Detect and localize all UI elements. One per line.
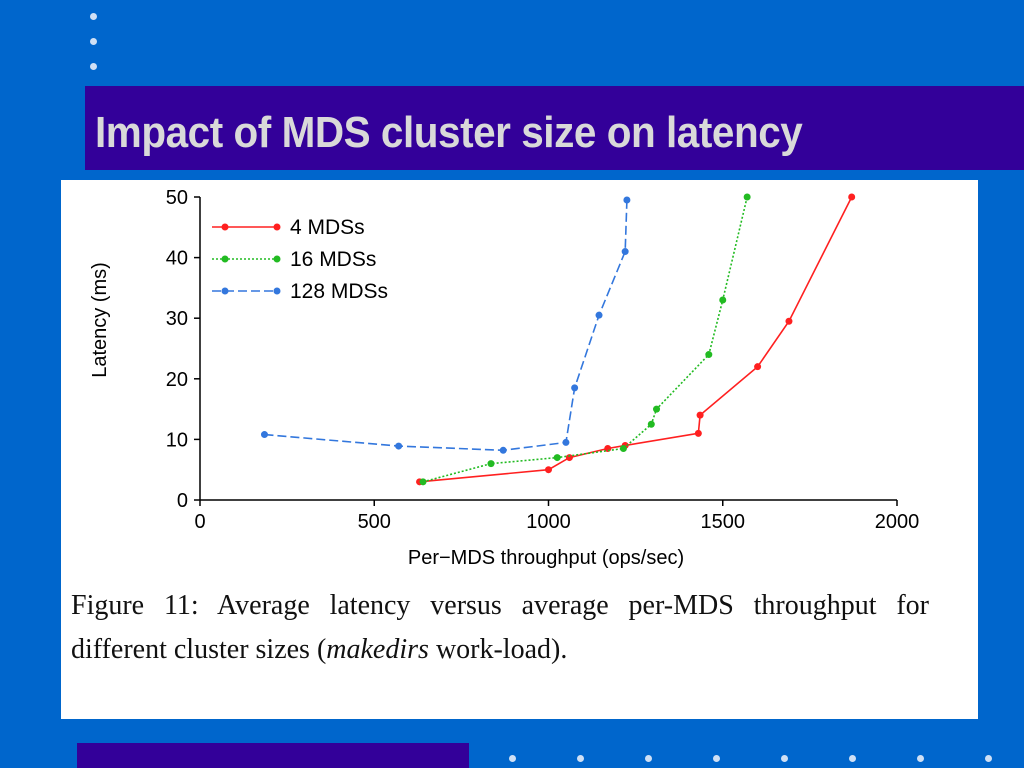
- decor-dot: [917, 755, 924, 762]
- legend-marker: [273, 287, 281, 295]
- data-point: [553, 454, 561, 462]
- legend-marker: [273, 223, 281, 231]
- data-point: [647, 420, 655, 428]
- chart-legend: 4 MDSs 16 MDSs 128 MDSs: [212, 216, 388, 303]
- chart-axes: 0 500 1000 1500 2000 0 10 20 30 40 50: [166, 187, 920, 533]
- data-point: [395, 442, 403, 450]
- data-point: [595, 311, 603, 319]
- data-point: [562, 438, 570, 446]
- data-point: [565, 454, 573, 462]
- data-point: [419, 478, 427, 486]
- footer-bar: [77, 743, 469, 768]
- data-point: [499, 446, 507, 454]
- y-tick-label: 40: [166, 248, 188, 270]
- x-tick-label: 2000: [875, 511, 920, 533]
- decor-dot: [90, 13, 97, 20]
- data-point: [623, 196, 631, 204]
- data-point: [571, 384, 579, 392]
- decor-dot: [849, 755, 856, 762]
- legend-label: 128 MDSs: [290, 280, 388, 303]
- caption-italic: makedirs: [326, 634, 429, 665]
- figure-caption: Figure 11: Average latency versus averag…: [71, 584, 929, 672]
- y-tick-label: 30: [166, 308, 188, 330]
- y-tick-label: 20: [166, 369, 188, 391]
- decor-dot: [985, 755, 992, 762]
- data-point: [743, 193, 751, 201]
- decor-dot: [577, 755, 584, 762]
- data-point: [621, 248, 629, 256]
- data-point: [545, 466, 552, 474]
- decor-dot: [509, 755, 516, 762]
- data-point: [653, 405, 661, 413]
- y-tick-label: 0: [177, 490, 188, 512]
- data-point: [785, 317, 793, 325]
- data-point: [260, 431, 268, 439]
- y-axis-label: Latency (ms): [89, 262, 111, 378]
- x-tick-label: 0: [194, 511, 205, 533]
- data-point: [705, 351, 713, 359]
- data-point: [619, 444, 627, 452]
- figure-panel: 0 500 1000 1500 2000 0 10 20 30 40 50 4 MDSs 16 MDS…: [61, 180, 978, 719]
- legend-marker: [221, 223, 229, 231]
- data-point: [719, 296, 727, 304]
- decor-dot: [645, 755, 652, 762]
- legend-label: 4 MDSs: [290, 216, 365, 239]
- caption-prefix: Figure 11: Average latency versus averag…: [71, 590, 929, 665]
- latency-chart: 0 500 1000 1500 2000 0 10 20 30 40 50 4 MDSs 16 MDS…: [89, 187, 920, 569]
- legend-marker: [273, 255, 281, 263]
- title-bar: Impact of MDS cluster size on latency: [85, 86, 1024, 170]
- y-tick-label: 50: [166, 187, 188, 209]
- caption-suffix: work-load).: [428, 634, 568, 665]
- x-axis-label: Per−MDS throughput (ops/sec): [408, 547, 684, 569]
- legend-label: 16 MDSs: [290, 248, 376, 271]
- data-point: [754, 363, 762, 371]
- series-line: [264, 200, 628, 452]
- legend-marker: [221, 255, 229, 263]
- data-point: [696, 411, 704, 419]
- slide-title: Impact of MDS cluster size on latency: [95, 108, 803, 157]
- chart-series: [260, 193, 856, 486]
- x-tick-label: 500: [358, 511, 391, 533]
- data-point: [487, 460, 495, 468]
- data-point: [848, 193, 856, 201]
- data-point: [694, 429, 702, 437]
- x-tick-label: 1000: [526, 511, 571, 533]
- x-tick-label: 1500: [701, 511, 746, 533]
- series-line: [419, 196, 853, 483]
- series-line: [422, 196, 748, 483]
- legend-marker: [221, 287, 229, 295]
- decor-dot: [781, 755, 788, 762]
- decor-dot: [90, 38, 97, 45]
- y-tick-label: 10: [166, 429, 188, 451]
- decor-dot: [90, 63, 97, 70]
- decor-dot: [713, 755, 720, 762]
